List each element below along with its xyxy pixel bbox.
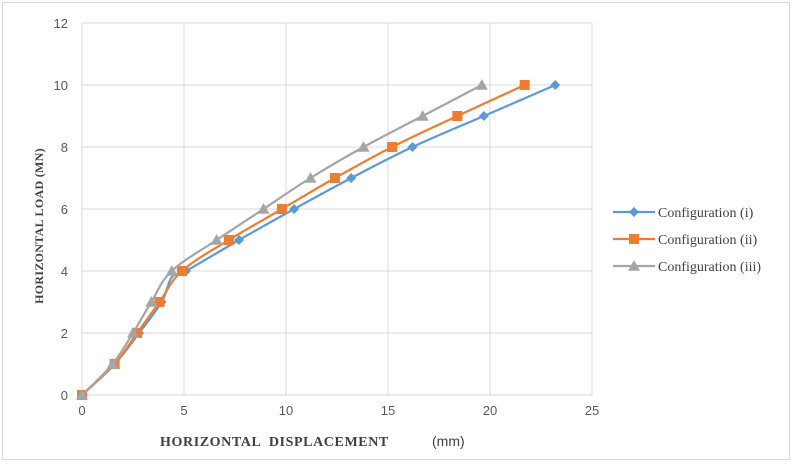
y-tick-label: 4 [61, 264, 68, 279]
series-3-point [416, 110, 429, 121]
series-2 [77, 80, 530, 400]
x-tick-label: 10 [279, 403, 293, 418]
legend-label: Configuration (i) [658, 206, 754, 221]
x-tick-label: 20 [483, 403, 497, 418]
series-2-point [387, 142, 398, 152]
series-1-line [81, 83, 556, 396]
series-3-point [106, 358, 119, 369]
grid-lines [81, 22, 593, 396]
series-3-point [145, 296, 158, 307]
y-tick-label: 10 [54, 78, 68, 93]
y-tick-label: 2 [61, 326, 68, 341]
legend-item: Configuration (iii) [613, 260, 761, 275]
series-2-point [223, 235, 234, 245]
chart-frame [2, 2, 790, 460]
series-1-point [234, 235, 245, 245]
data-series [76, 79, 561, 400]
series-2-point [519, 80, 530, 90]
y-tick-labels: 0 2 4 6 8 10 12 [54, 16, 68, 403]
series-2-point [132, 328, 143, 338]
x-tick-label: 25 [585, 403, 599, 418]
series-1 [77, 80, 561, 400]
series-2-point [276, 204, 287, 214]
x-axis-label: HORIZONTAL DISPLACEMENT [160, 435, 389, 450]
x-axis-unit: (mm) [432, 433, 465, 449]
series-3-point [475, 79, 488, 90]
series-3-point [357, 141, 370, 152]
legend-item: Configuration (i) [613, 206, 754, 221]
legend-marker [629, 207, 639, 217]
legend-marker [629, 234, 639, 244]
series-1-point [407, 142, 418, 152]
series-2-point [452, 111, 463, 121]
series-1-point [478, 111, 489, 121]
x-tick-label: 5 [180, 403, 187, 418]
series-3-point [76, 389, 88, 400]
x-tick-label: 0 [78, 403, 85, 418]
series-3 [76, 79, 488, 400]
series-3-point [257, 203, 270, 214]
series-2-point [176, 266, 187, 276]
y-tick-label: 8 [61, 140, 68, 155]
y-tick-label: 6 [61, 202, 68, 217]
y-tick-label: 0 [61, 388, 68, 403]
legend-marker [628, 260, 640, 271]
series-3-point [165, 265, 178, 276]
series-1-point [346, 173, 357, 183]
series-2-point [154, 297, 165, 307]
series-3-point [304, 172, 317, 183]
y-tick-label: 12 [54, 16, 68, 31]
legend-label: Configuration (ii) [658, 233, 757, 248]
series-3-point [127, 327, 139, 338]
series-1-point [289, 204, 300, 214]
series-3-point [210, 234, 223, 245]
series-2-line [81, 84, 526, 396]
y-axis-label: HORIZONTAL LOAD (MN) [32, 148, 46, 304]
x-tick-labels: 0 5 10 15 20 25 [78, 403, 599, 418]
legend: Configuration (i) Configuration (ii) Confi… [613, 206, 761, 275]
series-1-point [550, 80, 561, 90]
series-2-point [329, 173, 340, 183]
x-tick-label: 15 [381, 403, 395, 418]
legend-label: Configuration (iii) [658, 260, 761, 275]
legend-item: Configuration (ii) [613, 233, 757, 248]
